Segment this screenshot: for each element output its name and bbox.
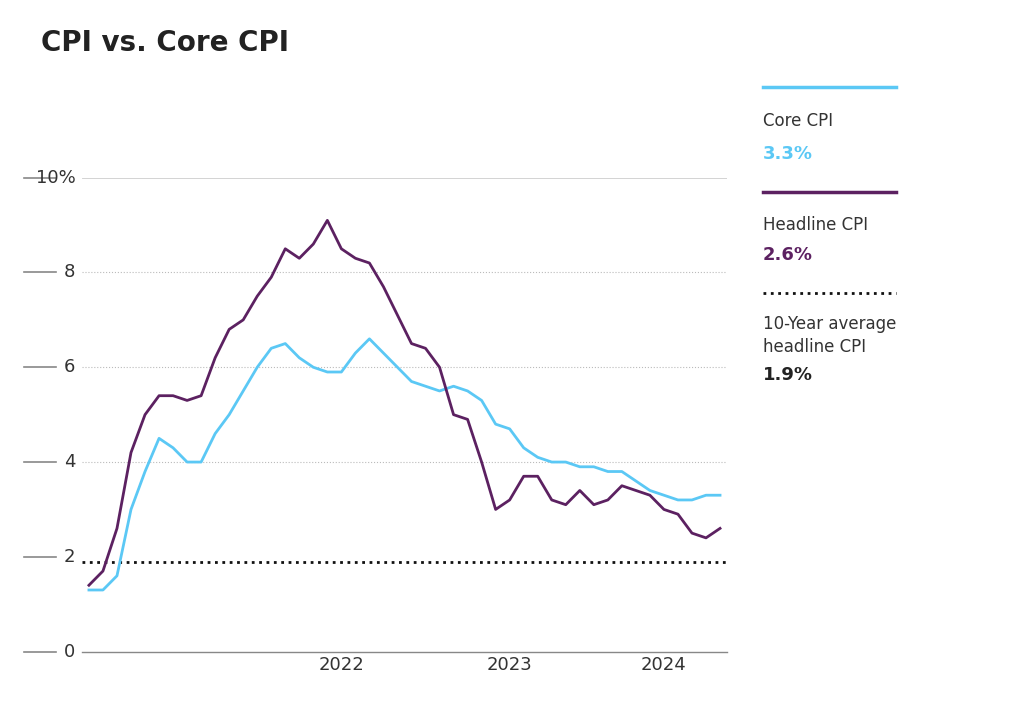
Text: 2.6%: 2.6% [763,246,813,264]
Text: CPI vs. Core CPI: CPI vs. Core CPI [41,29,289,57]
Text: Core CPI: Core CPI [763,112,833,130]
Text: 0: 0 [65,643,76,660]
Text: 10%: 10% [36,169,76,187]
Text: 4: 4 [63,453,76,471]
Text: headline CPI: headline CPI [763,338,866,356]
Text: 1.9%: 1.9% [763,366,813,384]
Text: 10-Year average: 10-Year average [763,315,896,333]
Text: Headline CPI: Headline CPI [763,216,868,234]
Text: 8: 8 [65,264,76,282]
Text: 3.3%: 3.3% [763,145,813,163]
Text: 6: 6 [65,358,76,376]
Text: 2: 2 [63,548,76,566]
